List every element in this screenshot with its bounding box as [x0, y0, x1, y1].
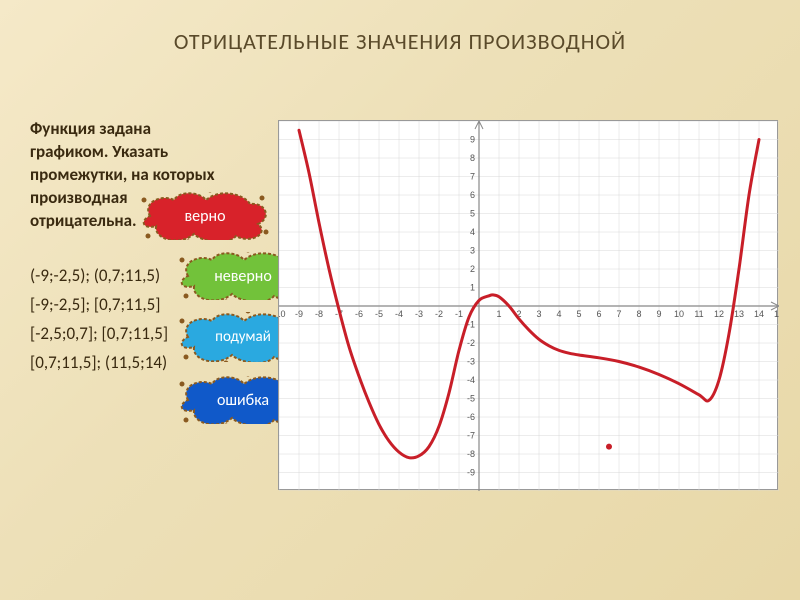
svg-text:-5: -5 [467, 394, 475, 404]
function-chart: -10-9-8-7-6-5-4-3-2-11234567891011121314… [278, 120, 778, 490]
svg-text:8: 8 [636, 309, 641, 319]
feedback-blob[interactable]: верно [140, 192, 270, 240]
svg-text:15: 15 [774, 309, 779, 319]
blob-label: неверно [214, 267, 272, 286]
svg-text:-4: -4 [395, 309, 403, 319]
svg-text:-9: -9 [295, 309, 303, 319]
page-title: ОТРИЦАТЕЛЬНЫЕ ЗНАЧЕНИЯ ПРОИЗВОДНОЙ [0, 0, 800, 55]
svg-text:-2: -2 [435, 309, 443, 319]
svg-text:1: 1 [470, 283, 475, 293]
svg-text:-7: -7 [467, 431, 475, 441]
svg-text:5: 5 [576, 309, 581, 319]
answer-option[interactable]: (-9;-2,5); (0,7;11,5) [30, 265, 200, 288]
answer-option[interactable]: [0,7;11,5]; (11,5;14) [30, 352, 200, 375]
svg-text:4: 4 [556, 309, 561, 319]
svg-text:9: 9 [470, 135, 475, 145]
answer-options: (-9;-2,5); (0,7;11,5) [-9;-2,5]; [0,7;11… [30, 265, 200, 381]
svg-text:-6: -6 [355, 309, 363, 319]
svg-text:-5: -5 [375, 309, 383, 319]
svg-text:10: 10 [674, 309, 684, 319]
svg-text:6: 6 [470, 190, 475, 200]
svg-text:14: 14 [754, 309, 764, 319]
svg-text:-8: -8 [467, 449, 475, 459]
svg-text:5: 5 [470, 209, 475, 219]
answer-option[interactable]: [-9;-2,5]; [0,7;11,5] [30, 294, 200, 317]
svg-text:4: 4 [470, 227, 475, 237]
svg-text:-3: -3 [467, 357, 475, 367]
svg-text:3: 3 [470, 246, 475, 256]
svg-text:3: 3 [536, 309, 541, 319]
svg-text:12: 12 [714, 309, 724, 319]
svg-text:-6: -6 [467, 412, 475, 422]
svg-text:-3: -3 [415, 309, 423, 319]
svg-text:8: 8 [470, 153, 475, 163]
svg-text:-9: -9 [467, 468, 475, 478]
blob-label: верно [184, 207, 225, 226]
svg-text:7: 7 [470, 172, 475, 182]
svg-text:-1: -1 [455, 309, 463, 319]
svg-text:13: 13 [734, 309, 744, 319]
answer-option[interactable]: [-2,5;0,7]; [0,7;11,5] [30, 323, 200, 346]
svg-text:-10: -10 [279, 309, 286, 319]
blob-label: подумай [215, 328, 271, 346]
svg-text:-2: -2 [467, 338, 475, 348]
blob-label: ошибка [217, 391, 269, 410]
svg-text:7: 7 [616, 309, 621, 319]
svg-text:2: 2 [470, 264, 475, 274]
svg-text:-8: -8 [315, 309, 323, 319]
svg-text:11: 11 [694, 309, 703, 319]
svg-text:1: 1 [496, 309, 501, 319]
svg-text:-4: -4 [467, 375, 475, 385]
svg-text:9: 9 [656, 309, 661, 319]
svg-text:6: 6 [596, 309, 601, 319]
